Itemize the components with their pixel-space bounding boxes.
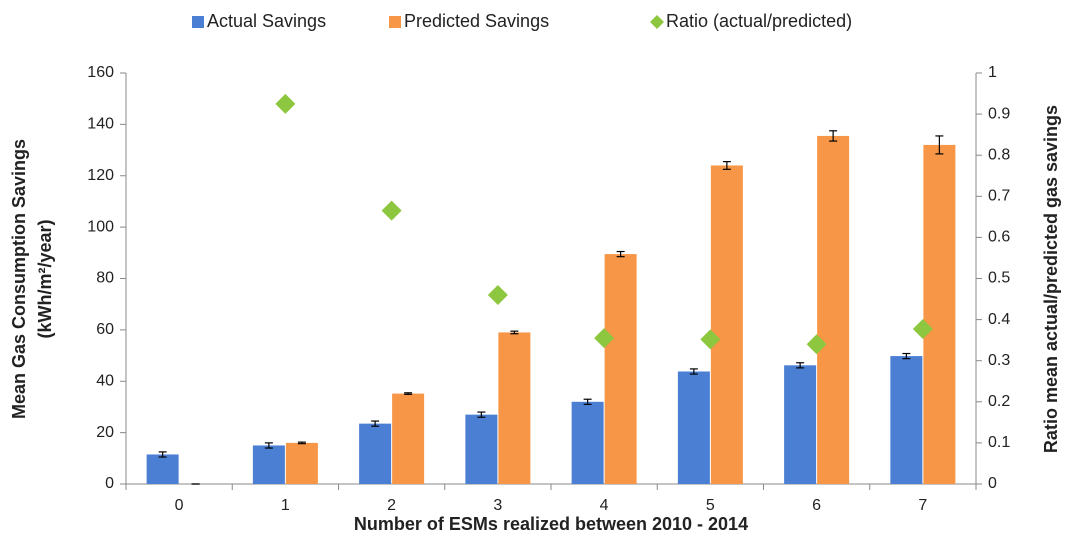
x-tick-label: 3 <box>493 497 502 514</box>
y-tick-label: 100 <box>87 218 114 235</box>
bar <box>604 254 637 484</box>
x-tick-label: 6 <box>812 497 821 514</box>
legend-marker <box>192 16 204 28</box>
x-tick-label: 0 <box>175 497 184 514</box>
bar <box>923 144 956 485</box>
legend-label: Actual Savings <box>207 11 326 31</box>
y-tick-label: 120 <box>87 167 114 184</box>
legend-label: Predicted Savings <box>404 11 549 31</box>
y2-tick-label: 0.5 <box>988 270 1010 287</box>
bar <box>817 135 850 484</box>
ratio-marker <box>594 328 615 349</box>
bar <box>498 332 531 484</box>
y-axis-label: (kWh/m²/year) <box>35 219 55 338</box>
ratio-marker <box>700 329 721 350</box>
y-tick-label: 60 <box>96 321 114 338</box>
bar <box>571 401 604 484</box>
bar <box>465 414 498 484</box>
ratio-marker <box>275 93 296 114</box>
y-tick-label: 40 <box>96 372 114 389</box>
ratio-marker <box>381 200 402 221</box>
y2-axis-label: Ratio mean actual/predicted gas savings <box>1041 105 1061 453</box>
legend-marker <box>650 15 664 29</box>
ratio-marker <box>912 319 933 340</box>
x-tick-label: 1 <box>281 497 290 514</box>
y2-tick-label: 0.4 <box>988 311 1010 328</box>
ratio-marker <box>487 284 508 305</box>
y2-tick-label: 0.3 <box>988 352 1010 369</box>
y-tick-label: 160 <box>87 64 114 81</box>
y2-tick-label: 0.7 <box>988 188 1010 205</box>
bar <box>146 454 179 484</box>
y2-tick-label: 1 <box>988 64 997 81</box>
bar <box>285 442 318 484</box>
y-tick-label: 80 <box>96 270 114 287</box>
x-tick-label: 7 <box>918 497 927 514</box>
x-axis-label: Number of ESMs realized between 2010 - 2… <box>354 514 748 534</box>
bar <box>677 371 710 484</box>
y-tick-label: 20 <box>96 424 114 441</box>
y2-tick-label: 0.1 <box>988 434 1010 451</box>
bar <box>890 356 923 484</box>
y2-tick-label: 0.9 <box>988 105 1010 122</box>
x-tick-label: 5 <box>706 497 715 514</box>
legend-marker <box>389 16 401 28</box>
bar <box>392 393 425 484</box>
y-axis-label: Mean Gas Consumption Savings <box>9 139 29 419</box>
bar <box>359 423 392 484</box>
y-tick-label: 140 <box>87 116 114 133</box>
bar <box>784 365 817 484</box>
y2-tick-label: 0.2 <box>988 393 1010 410</box>
ratio-marker <box>806 334 827 355</box>
bar <box>710 165 743 484</box>
x-tick-label: 4 <box>600 497 609 514</box>
legend-label: Ratio (actual/predicted) <box>666 11 852 31</box>
y2-tick-label: 0 <box>988 475 997 492</box>
bar <box>252 445 285 484</box>
y2-tick-label: 0.8 <box>988 146 1010 163</box>
y2-tick-label: 0.6 <box>988 229 1010 246</box>
x-tick-label: 2 <box>387 497 396 514</box>
y-tick-label: 0 <box>105 475 114 492</box>
